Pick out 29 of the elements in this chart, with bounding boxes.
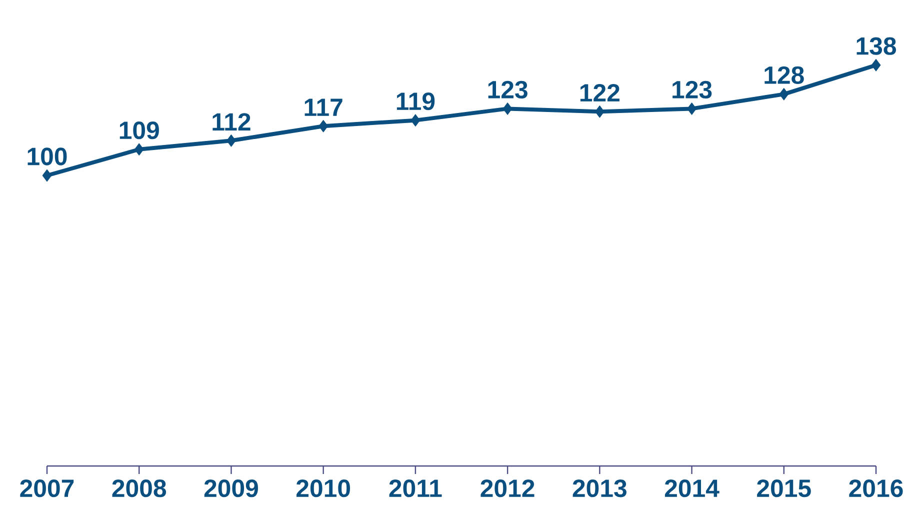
point [410, 114, 420, 127]
x-tick-label: 2013 [572, 480, 626, 498]
data-label: 119 [396, 92, 435, 110]
x-tick-label: 2011 [389, 480, 442, 498]
point [226, 134, 236, 147]
data-label: 138 [856, 37, 896, 55]
point [318, 120, 328, 132]
x-tick-label: 2009 [204, 480, 258, 498]
point [687, 102, 697, 115]
data-label: 100 [28, 148, 67, 166]
x-tick-label: 2007 [20, 480, 74, 498]
data-label: 123 [488, 80, 528, 98]
data-label: 117 [304, 98, 342, 116]
data-label: 128 [764, 66, 804, 84]
data-label: 109 [120, 122, 159, 140]
data-label: 112 [212, 113, 250, 130]
data-label: 123 [672, 80, 712, 98]
x-tick-label: 2008 [112, 480, 166, 498]
point [779, 88, 789, 100]
point [502, 102, 512, 115]
x-tick-label: 2014 [664, 480, 720, 498]
data-label: 122 [580, 84, 620, 102]
x-tick-label: 2015 [757, 480, 811, 498]
point [134, 143, 144, 156]
point [42, 169, 52, 182]
point [871, 58, 881, 72]
x-tick-label: 2016 [849, 480, 903, 498]
x-tick-label: 2012 [480, 480, 534, 498]
x-tick-label: 2010 [296, 480, 350, 498]
